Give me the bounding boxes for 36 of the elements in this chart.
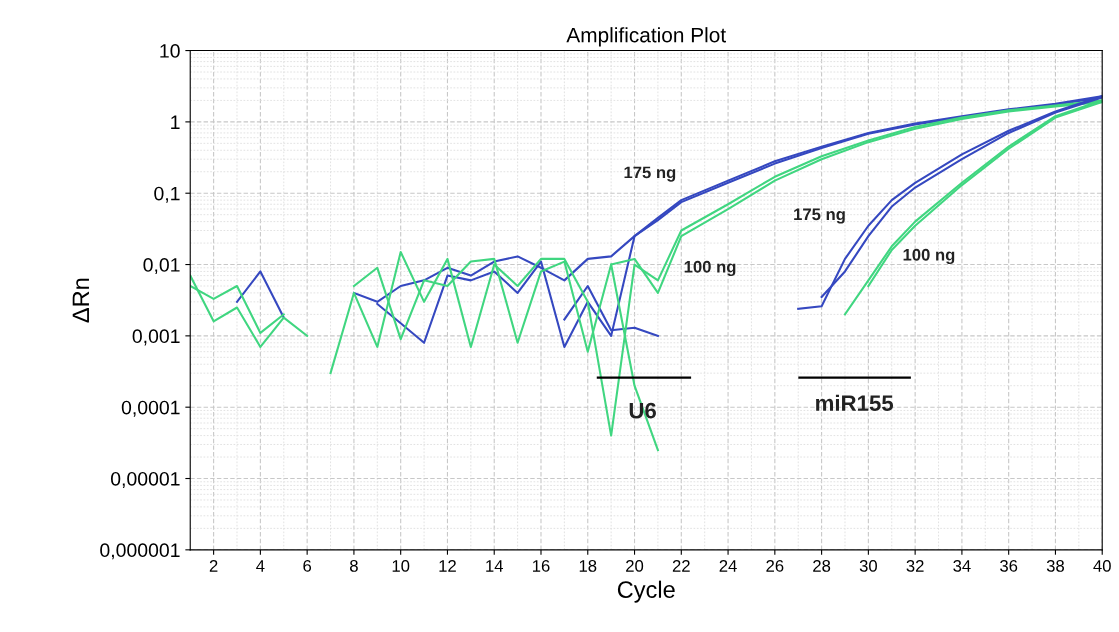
x-tick-label: 18 xyxy=(579,560,597,572)
x-tick-label: 38 xyxy=(1046,560,1064,572)
y-tick-label: 0,0001 xyxy=(121,400,180,417)
annotation: 100 ng xyxy=(903,248,955,265)
x-tick-label: 36 xyxy=(1000,560,1018,572)
y-tick-label: 0,01 xyxy=(143,258,180,275)
y-tick-label: 0,1 xyxy=(154,186,180,203)
annotation: 100 ng xyxy=(684,260,736,277)
x-tick-label: 16 xyxy=(533,560,550,572)
x-tick-label: 2 xyxy=(209,560,218,572)
y-tick-label: 0,00001 xyxy=(110,471,180,489)
y-tick-label: 1 xyxy=(171,115,180,129)
x-tick-label: 32 xyxy=(906,560,924,572)
x-tick-label: 8 xyxy=(350,560,358,572)
annotation: miR155 xyxy=(816,394,894,412)
x-axis-title: Cycle xyxy=(617,580,675,603)
x-tick-label: 24 xyxy=(719,560,737,572)
x-tick-label: 12 xyxy=(439,560,456,572)
y-tick-label: 10 xyxy=(160,44,180,58)
x-tick-label: 4 xyxy=(256,560,265,572)
x-tick-label: 20 xyxy=(626,560,644,572)
x-tick-label: 6 xyxy=(303,560,312,572)
x-tick-label: 40 xyxy=(1093,560,1111,572)
x-tick-label: 28 xyxy=(813,560,831,572)
x-tick-label: 10 xyxy=(392,560,410,572)
x-tick-label: 26 xyxy=(766,560,784,572)
chart-title: Amplification Plot xyxy=(566,27,726,47)
annotation: 175 ng xyxy=(794,208,845,224)
x-tick-label: 30 xyxy=(859,560,877,572)
annotation: 175 ng xyxy=(624,166,676,182)
x-tick-label: 14 xyxy=(486,560,504,572)
y-axis-title: ΔRn xyxy=(72,278,89,323)
x-tick-label: 34 xyxy=(953,560,971,572)
y-tick-label: 0,000001 xyxy=(100,543,180,560)
x-tick-label: 22 xyxy=(672,560,690,572)
y-tick-label: 0,001 xyxy=(132,329,180,346)
